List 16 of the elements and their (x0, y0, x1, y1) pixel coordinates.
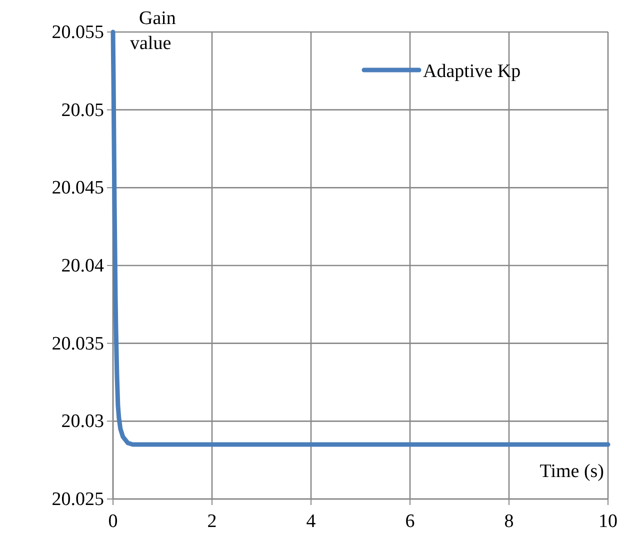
x-tick-label: 2 (207, 511, 217, 532)
x-tick-label: 6 (405, 511, 415, 532)
x-tick-label: 0 (108, 511, 118, 532)
y-tick-label: 20.05 (61, 100, 104, 121)
y-tick-label: 20.04 (61, 256, 104, 276)
x-tick-label: 4 (306, 511, 316, 532)
legend-label: Adaptive Kp (423, 61, 521, 82)
y-tick-label: 20.03 (61, 411, 104, 432)
x-tick-label: 10 (598, 511, 618, 532)
x-tick-label: 8 (504, 511, 514, 532)
y-tick-label: 20.035 (52, 333, 104, 354)
y-tick-label: 20.025 (52, 489, 104, 510)
y-axis-title: Gain value (130, 8, 176, 54)
x-axis-title: Time (s) (540, 461, 604, 482)
y-tick-label: 20.055 (52, 22, 104, 43)
y-tick-label: 20.045 (52, 178, 104, 199)
